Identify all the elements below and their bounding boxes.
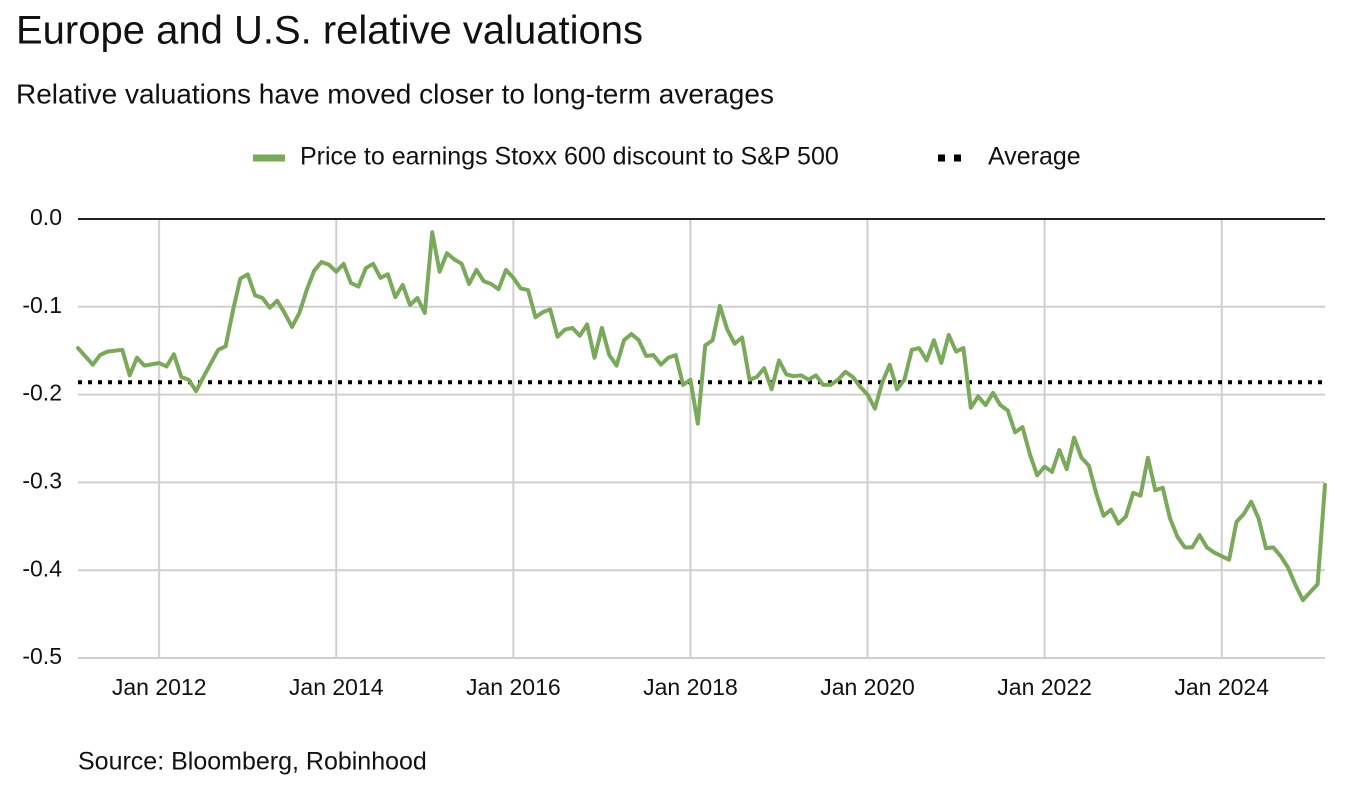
chart-title: Europe and U.S. relative valuations bbox=[16, 9, 643, 53]
legend-label: Average bbox=[988, 143, 1081, 171]
legend-label: Price to earnings Stoxx 600 discount to … bbox=[300, 143, 839, 171]
y-tick-label: -0.1 bbox=[22, 292, 62, 318]
y-tick-label: -0.5 bbox=[22, 643, 62, 669]
y-tick-label: -0.4 bbox=[22, 555, 62, 581]
x-tick-label: Jan 2018 bbox=[643, 674, 738, 700]
data-line bbox=[76, 230, 1327, 603]
x-tick-label: Jan 2012 bbox=[112, 674, 207, 700]
y-tick-label: -0.3 bbox=[22, 467, 62, 493]
x-tick-label: Jan 2022 bbox=[997, 674, 1092, 700]
x-tick-label: Jan 2020 bbox=[820, 674, 915, 700]
source-note: Source: Bloomberg, Robinhood bbox=[78, 748, 427, 776]
x-tick-label: Jan 2024 bbox=[1174, 674, 1269, 700]
chart-subtitle: Relative valuations have moved closer to… bbox=[16, 78, 774, 109]
y-tick-label: 0.0 bbox=[30, 204, 62, 230]
x-tick-label: Jan 2014 bbox=[289, 674, 384, 700]
x-tick-label: Jan 2016 bbox=[466, 674, 561, 700]
y-tick-label: -0.2 bbox=[22, 380, 62, 406]
